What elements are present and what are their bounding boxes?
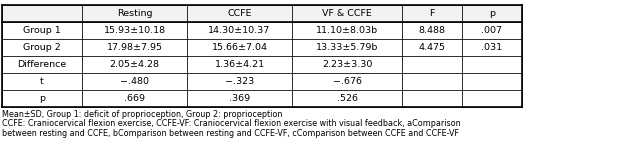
- Text: −.480: −.480: [120, 77, 149, 86]
- Text: .031: .031: [482, 43, 503, 52]
- Text: F: F: [430, 9, 435, 18]
- Bar: [2, 39, 82, 56]
- Text: .669: .669: [124, 94, 145, 103]
- Bar: [292, 39, 402, 56]
- Text: Mean±SD, Group 1: deficit of proprioception, Group 2: proprioception: Mean±SD, Group 1: deficit of propriocept…: [2, 110, 282, 119]
- Bar: [82, 73, 187, 90]
- Text: 15.66±7.04: 15.66±7.04: [212, 43, 267, 52]
- Bar: [82, 5, 187, 22]
- Bar: [187, 39, 292, 56]
- Bar: [82, 22, 187, 39]
- Bar: [402, 5, 462, 22]
- Text: 2.23±3.30: 2.23±3.30: [322, 60, 372, 69]
- Text: −.676: −.676: [332, 77, 361, 86]
- Bar: [462, 73, 522, 90]
- Bar: [2, 73, 82, 90]
- Bar: [462, 56, 522, 73]
- Text: 11.10±8.03b: 11.10±8.03b: [316, 26, 378, 35]
- Bar: [292, 90, 402, 107]
- Text: 15.93±10.18: 15.93±10.18: [103, 26, 165, 35]
- Bar: [82, 90, 187, 107]
- Bar: [187, 5, 292, 22]
- Text: 4.475: 4.475: [418, 43, 446, 52]
- Text: 1.36±4.21: 1.36±4.21: [214, 60, 264, 69]
- Text: p: p: [489, 9, 495, 18]
- Bar: [462, 90, 522, 107]
- Bar: [292, 5, 402, 22]
- Bar: [462, 22, 522, 39]
- Text: between resting and CCFE, bComparison between resting and CCFE-VF, cComparison b: between resting and CCFE, bComparison be…: [2, 129, 459, 138]
- Bar: [402, 39, 462, 56]
- Bar: [2, 90, 82, 107]
- Text: 14.30±10.37: 14.30±10.37: [209, 26, 271, 35]
- Bar: [187, 56, 292, 73]
- Bar: [187, 73, 292, 90]
- Text: t: t: [40, 77, 44, 86]
- Bar: [2, 22, 82, 39]
- Text: 2.05±4.28: 2.05±4.28: [110, 60, 160, 69]
- Text: .369: .369: [229, 94, 250, 103]
- Text: Difference: Difference: [17, 60, 67, 69]
- Text: 8.488: 8.488: [418, 26, 446, 35]
- Bar: [187, 22, 292, 39]
- Text: Group 1: Group 1: [23, 26, 61, 35]
- Text: p: p: [39, 94, 45, 103]
- Text: VF & CCFE: VF & CCFE: [322, 9, 372, 18]
- Text: Group 2: Group 2: [23, 43, 61, 52]
- Bar: [2, 56, 82, 73]
- Text: .526: .526: [337, 94, 358, 103]
- Bar: [82, 56, 187, 73]
- Bar: [402, 56, 462, 73]
- Bar: [402, 90, 462, 107]
- Text: CCFE: Craniocervical flexion exercise, CCFE-VF: Craniocervical flexion exercise : CCFE: Craniocervical flexion exercise, C…: [2, 119, 461, 129]
- Bar: [292, 56, 402, 73]
- Bar: [292, 73, 402, 90]
- Text: 17.98±7.95: 17.98±7.95: [106, 43, 163, 52]
- Bar: [187, 90, 292, 107]
- Bar: [2, 5, 82, 22]
- Bar: [462, 5, 522, 22]
- Text: Resting: Resting: [117, 9, 152, 18]
- Bar: [292, 22, 402, 39]
- Text: 13.33±5.79b: 13.33±5.79b: [316, 43, 378, 52]
- Text: CCFE: CCFE: [227, 9, 252, 18]
- Bar: [402, 22, 462, 39]
- Text: .007: .007: [482, 26, 503, 35]
- Bar: [402, 73, 462, 90]
- Bar: [82, 39, 187, 56]
- Text: −.323: −.323: [225, 77, 254, 86]
- Bar: [462, 39, 522, 56]
